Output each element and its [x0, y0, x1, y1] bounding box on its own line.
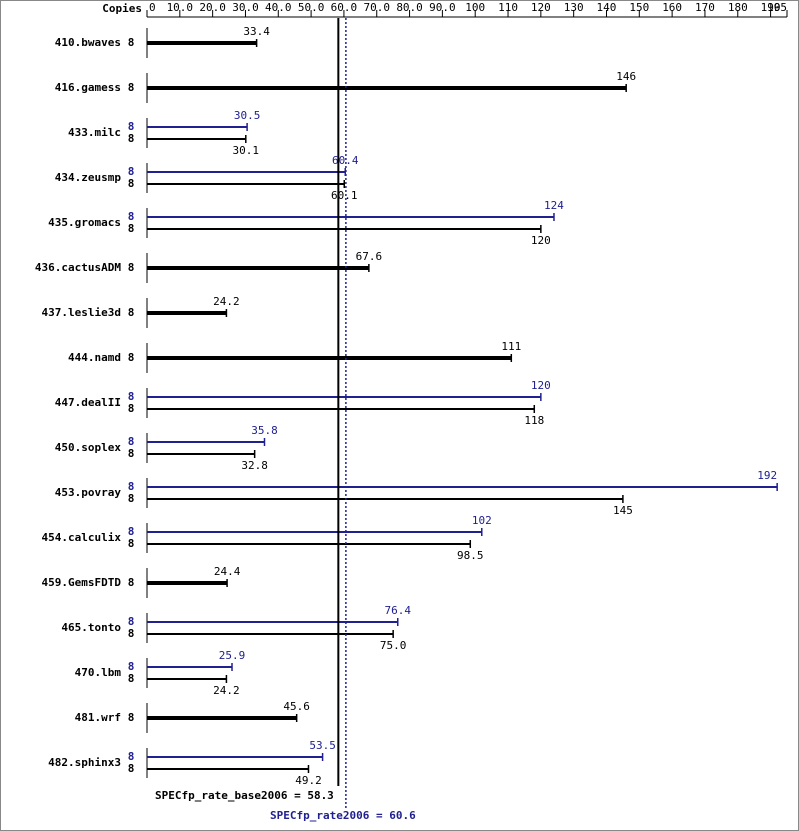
copies: 8 — [128, 402, 135, 415]
value-label: 24.2 — [213, 684, 240, 697]
value-label: 146 — [616, 70, 636, 83]
value-label: 118 — [524, 414, 544, 427]
copies: 8 — [128, 36, 135, 49]
value-label: 75.0 — [380, 639, 407, 652]
copies: 8 — [128, 177, 135, 190]
benchmark-label: 453.povray — [55, 486, 122, 499]
benchmark-label: 450.soplex — [55, 441, 122, 454]
copies: 8 — [128, 492, 135, 505]
benchmark-label: 459.GemsFDTD — [42, 576, 122, 589]
benchmark-label: 410.bwaves — [55, 36, 121, 49]
x-tick-label: 110 — [498, 1, 518, 14]
value-label: 120 — [531, 379, 551, 392]
value-label: 98.5 — [457, 549, 484, 562]
copies: 8 — [128, 132, 135, 145]
copies: 8 — [128, 447, 135, 460]
copies: 8 — [128, 711, 135, 724]
copies: 8 — [128, 576, 135, 589]
copies: 8 — [128, 480, 135, 493]
value-label: 67.6 — [356, 250, 383, 263]
x-tick-label: 190 — [761, 1, 781, 14]
benchmark-label: 454.calculix — [42, 531, 122, 544]
copies: 8 — [128, 210, 135, 223]
x-tick-label: 195 — [767, 1, 787, 14]
value-label: 24.2 — [213, 295, 240, 308]
copies: 8 — [128, 261, 135, 274]
copies: 8 — [128, 762, 135, 775]
reference-label: SPECfp_rate2006 = 60.6 — [270, 809, 416, 822]
benchmark-label: 434.zeusmp — [55, 171, 122, 184]
x-tick-label: 80.0 — [396, 1, 423, 14]
copies: 8 — [128, 390, 135, 403]
benchmark-label: 436.cactusADM — [35, 261, 121, 274]
benchmark-label: 437.leslie3d — [42, 306, 121, 319]
value-label: 111 — [501, 340, 521, 353]
copies: 8 — [128, 165, 135, 178]
value-label: 124 — [544, 199, 564, 212]
value-label: 45.6 — [283, 700, 310, 713]
x-tick-label: 180 — [728, 1, 748, 14]
benchmark-label: 444.namd — [68, 351, 121, 364]
benchmark-label: 481.wrf — [75, 711, 121, 724]
value-label: 76.4 — [384, 604, 411, 617]
benchmark-label: 470.lbm — [75, 666, 122, 679]
x-tick-label: 50.0 — [298, 1, 325, 14]
x-tick-label: 40.0 — [265, 1, 292, 14]
benchmark-label: 465.tonto — [61, 621, 121, 634]
benchmark-label: 433.milc — [68, 126, 121, 139]
value-label: 60.1 — [331, 189, 358, 202]
x-tick-label: 150 — [629, 1, 649, 14]
value-label: 35.8 — [251, 424, 278, 437]
reference-label: SPECfp_rate_base2006 = 58.3 — [155, 789, 334, 802]
copies: 8 — [128, 660, 135, 673]
copies: 8 — [128, 120, 135, 133]
copies: 8 — [128, 351, 135, 364]
value-label: 24.4 — [214, 565, 241, 578]
x-tick-label: 170 — [695, 1, 715, 14]
value-label: 32.8 — [241, 459, 268, 472]
value-label: 25.9 — [219, 649, 246, 662]
x-tick-label: 70.0 — [363, 1, 390, 14]
value-label: 102 — [472, 514, 492, 527]
copies: 8 — [128, 525, 135, 538]
copies: 8 — [128, 672, 135, 685]
benchmark-label: 416.gamess — [55, 81, 121, 94]
copies: 8 — [128, 627, 135, 640]
copies-header: Copies — [102, 2, 142, 15]
benchmark-label: 447.dealII — [55, 396, 121, 409]
benchmark-label: 482.sphinx3 — [48, 756, 121, 769]
x-tick-label: 130 — [564, 1, 584, 14]
copies: 8 — [128, 615, 135, 628]
value-label: 30.1 — [233, 144, 260, 157]
copies: 8 — [128, 435, 135, 448]
copies: 8 — [128, 750, 135, 763]
x-tick-label: 90.0 — [429, 1, 456, 14]
value-label: 120 — [531, 234, 551, 247]
copies: 8 — [128, 306, 135, 319]
value-label: 30.5 — [234, 109, 261, 122]
value-label: 145 — [613, 504, 633, 517]
value-label: 33.4 — [243, 25, 270, 38]
x-tick-label: 100 — [465, 1, 485, 14]
value-label: 49.2 — [295, 774, 322, 787]
x-tick-label: 120 — [531, 1, 551, 14]
copies: 8 — [128, 81, 135, 94]
x-tick-label: 0 — [149, 1, 156, 14]
x-tick-label: 140 — [597, 1, 617, 14]
x-tick-label: 10.0 — [167, 1, 194, 14]
x-tick-label: 60.0 — [331, 1, 358, 14]
x-tick-label: 160 — [662, 1, 682, 14]
copies: 8 — [128, 222, 135, 235]
value-label: 192 — [757, 469, 777, 482]
benchmark-label: 435.gromacs — [48, 216, 121, 229]
x-tick-label: 30.0 — [232, 1, 259, 14]
x-tick-label: 20.0 — [199, 1, 226, 14]
value-label: 53.5 — [309, 739, 336, 752]
copies: 8 — [128, 537, 135, 550]
